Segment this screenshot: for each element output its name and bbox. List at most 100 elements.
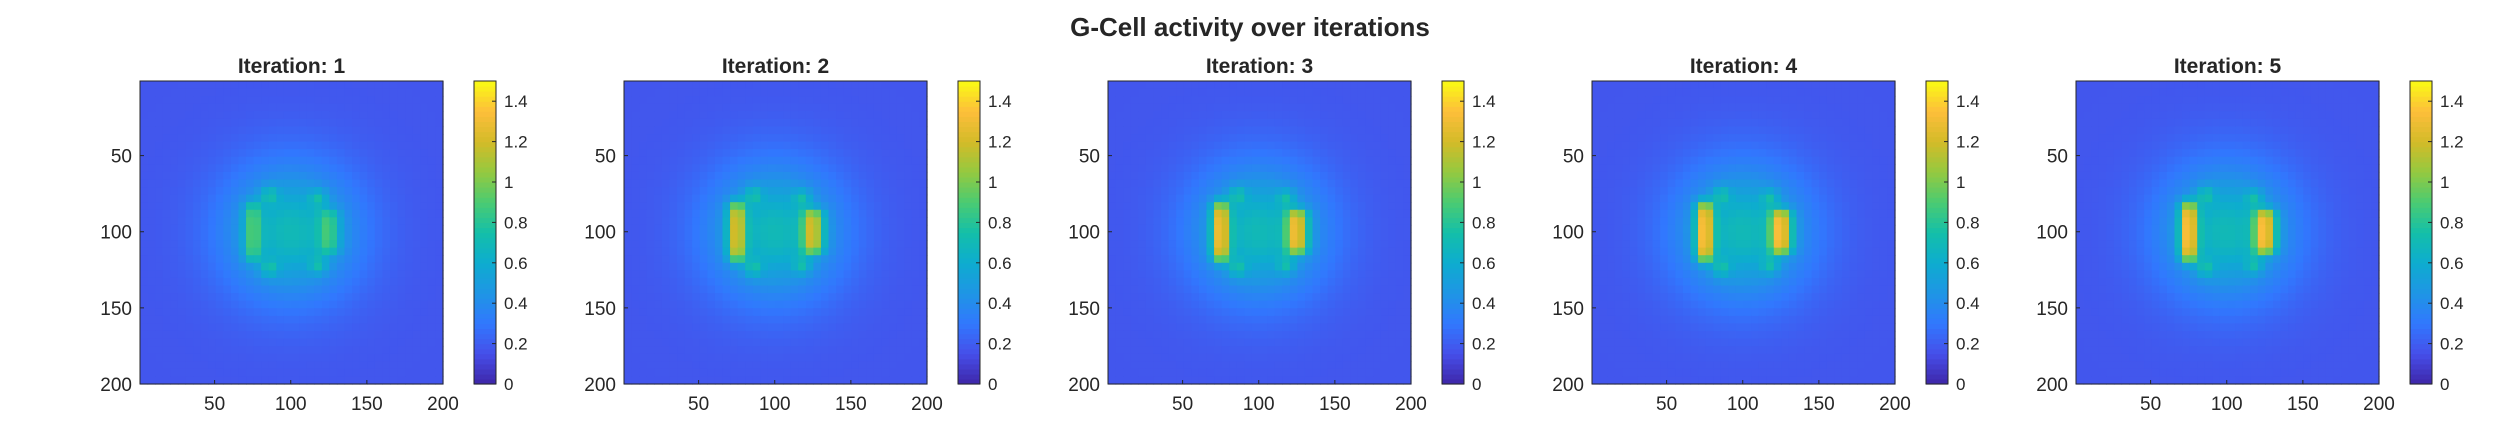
heatmap-cell xyxy=(1198,171,1208,181)
heatmap-cell xyxy=(306,103,315,112)
heatmap-cell xyxy=(1327,134,1336,143)
heatmap-cell xyxy=(661,209,671,218)
heatmap-cell xyxy=(1214,149,1223,158)
heatmap-cell xyxy=(261,187,270,196)
heatmap-cell xyxy=(170,262,179,271)
heatmap-cell xyxy=(170,361,179,370)
heatmap-cell xyxy=(367,361,376,370)
heatmap-cell xyxy=(306,277,315,287)
heatmap-cell xyxy=(1183,232,1192,241)
heatmap-cell xyxy=(820,164,830,173)
heatmap-cell xyxy=(140,88,149,97)
heatmap-cell xyxy=(1115,179,1124,188)
heatmap-cell xyxy=(306,293,315,302)
heatmap-cell xyxy=(1320,81,1329,90)
heatmap-cell xyxy=(1380,368,1389,378)
heatmap-cell xyxy=(1244,187,1253,196)
heatmap-cell xyxy=(1289,149,1298,158)
heatmap-cell xyxy=(677,361,686,370)
heatmap-cell xyxy=(1198,315,1208,325)
heatmap-cell xyxy=(745,209,754,218)
heatmap-cell xyxy=(722,255,731,264)
heatmap-cell xyxy=(631,247,640,256)
heatmap-cell xyxy=(162,315,171,325)
heatmap-cell xyxy=(1214,194,1223,203)
heatmap-cell xyxy=(745,194,754,203)
heatmap-cell xyxy=(1161,149,1170,158)
heatmap-cell xyxy=(813,96,822,105)
heatmap-cell xyxy=(1153,293,1162,302)
heatmap-cell xyxy=(677,209,686,218)
heatmap-cell xyxy=(1380,194,1389,203)
heatmap-cell xyxy=(639,81,648,90)
heatmap-cell xyxy=(162,247,171,256)
heatmap-cell xyxy=(1145,247,1155,256)
heatmap-cell xyxy=(813,209,822,218)
heatmap-cell xyxy=(1380,81,1389,90)
heatmap-cell xyxy=(760,171,769,181)
heatmap-cell xyxy=(1357,247,1367,256)
heatmap-cell xyxy=(1183,224,1192,234)
heatmap-cell xyxy=(866,376,875,385)
heatmap-cell xyxy=(828,118,837,128)
heatmap-cell xyxy=(1350,81,1359,90)
heatmap-cell xyxy=(1312,149,1321,158)
heatmap-cell xyxy=(1380,338,1389,347)
heatmap-cell xyxy=(858,255,868,264)
heatmap-cell xyxy=(1350,171,1359,181)
heatmap-cell xyxy=(1312,96,1321,105)
heatmap-cell xyxy=(1206,81,1215,90)
colorbar-segment xyxy=(958,126,980,133)
heatmap-cell xyxy=(200,149,209,158)
heatmap-cell xyxy=(1123,149,1132,158)
heatmap-cell xyxy=(238,353,247,362)
heatmap-cell xyxy=(1350,293,1359,302)
colorbar-segment xyxy=(958,242,980,249)
heatmap-cell xyxy=(291,270,300,279)
heatmap-cell xyxy=(367,293,376,302)
heatmap-cell xyxy=(389,96,399,105)
heatmap-cell xyxy=(374,134,384,143)
heatmap-cell xyxy=(1130,368,1139,378)
heatmap-cell xyxy=(1221,293,1230,302)
heatmap-cell xyxy=(692,330,701,340)
heatmap-cell xyxy=(193,224,202,234)
heatmap-cell xyxy=(1357,232,1367,241)
heatmap-cell xyxy=(1161,262,1170,271)
heatmap-cell xyxy=(1108,346,1117,355)
heatmap-cell xyxy=(1297,81,1306,90)
heatmap-cell xyxy=(238,96,247,105)
heatmap-cell xyxy=(215,202,224,211)
heatmap-cell xyxy=(684,88,693,97)
heatmap-cell xyxy=(367,346,376,355)
heatmap-cell xyxy=(677,338,686,347)
heatmap-cell xyxy=(1115,300,1124,309)
heatmap-cell xyxy=(200,330,209,340)
heatmap-cell xyxy=(1206,315,1215,325)
heatmap-cell xyxy=(737,338,746,347)
heatmap-cell xyxy=(329,232,338,241)
heatmap-cell xyxy=(405,338,414,347)
heatmap-cell xyxy=(919,194,928,203)
heatmap-cell xyxy=(1176,315,1185,325)
colorbar-segment xyxy=(474,182,496,188)
heatmap-cell xyxy=(1115,270,1124,279)
heatmap-cell xyxy=(1320,232,1329,241)
heatmap-cell xyxy=(1395,179,1405,188)
heatmap-cell xyxy=(268,247,277,256)
heatmap-cell xyxy=(1130,209,1139,218)
heatmap-cell xyxy=(1115,164,1124,173)
heatmap-cell xyxy=(737,149,746,158)
heatmap-cell xyxy=(851,300,860,309)
heatmap-cell xyxy=(1297,285,1306,294)
heatmap-cell xyxy=(329,323,338,332)
heatmap-cell xyxy=(420,338,429,347)
heatmap-cell xyxy=(177,247,187,256)
heatmap-cell xyxy=(1153,315,1162,325)
heatmap-cell xyxy=(904,262,913,271)
heatmap-cell xyxy=(1221,338,1230,347)
heatmap-cell xyxy=(1115,103,1124,112)
heatmap-cell xyxy=(836,81,845,90)
heatmap-cell xyxy=(261,376,270,385)
heatmap-cell xyxy=(344,171,353,181)
